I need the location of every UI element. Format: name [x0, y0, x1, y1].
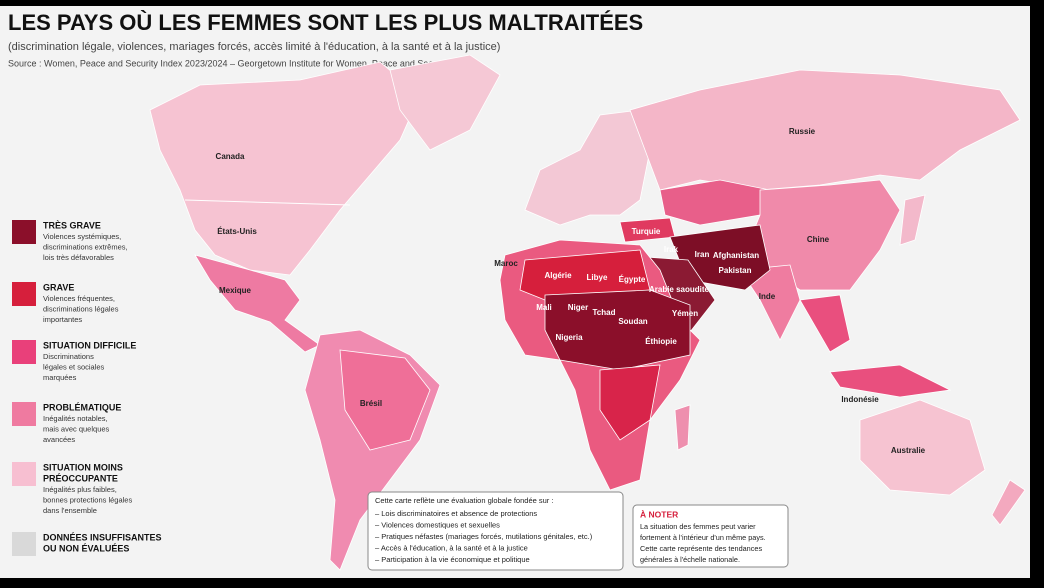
- title: LES PAYS OÙ LES FEMMES SONT LES PLUS MAL…: [8, 10, 643, 35]
- country-label: Maroc: [494, 259, 518, 268]
- brazil: [339, 349, 431, 451]
- warning-line: fortement à l'intérieur d'un même pays.: [640, 533, 766, 542]
- legend-title: PRÉOCCUPANTE: [43, 473, 118, 483]
- country-label: Irak: [664, 245, 679, 254]
- country-label: Libye: [587, 273, 608, 282]
- legend-description: Inégalités notables,: [43, 414, 108, 423]
- legend-title: TRÈS GRAVE: [43, 220, 101, 230]
- country-label: Éthiopie: [645, 337, 677, 346]
- legend-description: mais avec quelques: [43, 424, 110, 433]
- new-zealand: [991, 479, 1026, 526]
- legend-title: PROBLÉMATIQUE: [43, 402, 121, 412]
- legend-description: légales et sociales: [43, 362, 105, 371]
- source: Source : Women, Peace and Security Index…: [8, 58, 450, 68]
- country-label: Pakistan: [719, 266, 752, 275]
- world-map: [149, 54, 1026, 571]
- indonesia: [829, 364, 952, 398]
- legend-swatch: [12, 462, 36, 486]
- note-item: – Lois discriminatoires et absence de pr…: [375, 509, 537, 518]
- legend-title: GRAVE: [43, 282, 74, 292]
- russia: [629, 69, 1021, 191]
- country-label: Algérie: [544, 271, 572, 280]
- country-label: Yémen: [672, 309, 698, 318]
- north-america: [149, 61, 421, 276]
- legend-description: discriminations légales: [43, 304, 119, 313]
- country-label: Nigeria: [555, 333, 583, 342]
- country-label: Inde: [759, 292, 776, 301]
- central-africa: [599, 364, 661, 441]
- warning-box: [632, 504, 789, 568]
- note-item: – Accès à l'éducation, à la santé et à l…: [375, 543, 528, 552]
- country-label: Afghanistan: [713, 251, 759, 260]
- warning-line: La situation des femmes peut varier: [640, 522, 756, 531]
- note-item: – Violences domestiques et sexuelles: [375, 520, 500, 529]
- country-label: États-Unis: [217, 227, 257, 236]
- country-label: Turquie: [632, 227, 661, 236]
- country-label: Chine: [807, 235, 830, 244]
- legend-description: Violences fréquentes,: [43, 294, 115, 303]
- warning-line: Cette carte représente des tendances: [640, 544, 762, 553]
- legend-swatch: [12, 402, 36, 426]
- country-label: Australie: [891, 446, 926, 455]
- country-label: Soudan: [618, 317, 647, 326]
- country-label: Tchad: [593, 308, 616, 317]
- india: [739, 264, 801, 341]
- note-intro: Cette carte reflète une évaluation globa…: [375, 496, 553, 505]
- legend-swatch: [12, 340, 36, 364]
- note-item: – Participation à la vie économique et p…: [375, 555, 530, 564]
- note-box: [367, 491, 624, 571]
- legend-title: DONNÉES INSUFFISANTES: [43, 532, 162, 542]
- border: [184, 199, 351, 206]
- country-label: Brésil: [360, 399, 382, 408]
- country-label: Mali: [536, 303, 552, 312]
- legend-title: OU NON ÉVALUÉES: [43, 543, 129, 553]
- legend-description: lois très défavorables: [43, 253, 114, 262]
- japan: [899, 194, 926, 246]
- subtitle: (discrimination légale, violences, maria…: [8, 41, 500, 53]
- legend-description: Discriminations: [43, 352, 94, 361]
- southeast-asia: [799, 294, 851, 353]
- legend-title: SITUATION DIFFICILE: [43, 340, 136, 350]
- country-label: Niger: [568, 303, 588, 312]
- warning-title: À NOTER: [640, 509, 678, 519]
- legend-swatch: [12, 220, 36, 244]
- legend-title: SITUATION MOINS: [43, 462, 123, 472]
- sahel: [544, 289, 691, 371]
- greenland: [389, 54, 501, 151]
- country-label: Canada: [216, 152, 245, 161]
- country-label: Iran: [695, 250, 710, 259]
- legend-description: discriminations extrêmes,: [43, 242, 128, 251]
- country-label: Arabie saoudite: [649, 285, 710, 294]
- note-content: Cette carte reflète une évaluation globa…: [375, 496, 593, 564]
- legend-description: Inégalités plus faibles,: [43, 485, 117, 494]
- legend-description: importantes: [43, 315, 82, 324]
- legend-description: avancées: [43, 435, 75, 444]
- country-label: Égypte: [619, 275, 646, 284]
- warning-content: La situation des femmes peut varier forte…: [640, 522, 766, 564]
- country-label: Russie: [789, 127, 816, 136]
- legend-description: Violences systémiques,: [43, 232, 121, 241]
- legend-swatch: [12, 532, 36, 556]
- legend-description: dans l'ensemble: [43, 506, 97, 515]
- legend-description: marquées: [43, 373, 77, 382]
- legend-description: bonnes protections légales: [43, 495, 132, 504]
- australia: [859, 399, 986, 496]
- country-label: Mexique: [219, 286, 252, 295]
- warning-line: générales à l'échelle nationale.: [640, 555, 740, 564]
- country-labels: Canada États-Unis Mexique Brésil Maroc A…: [216, 127, 926, 455]
- note-item: – Pratiques néfastes (mariages forcés, m…: [375, 532, 593, 541]
- country-label: Indonésie: [841, 395, 879, 404]
- madagascar: [674, 404, 691, 451]
- legend-swatch: [12, 282, 36, 306]
